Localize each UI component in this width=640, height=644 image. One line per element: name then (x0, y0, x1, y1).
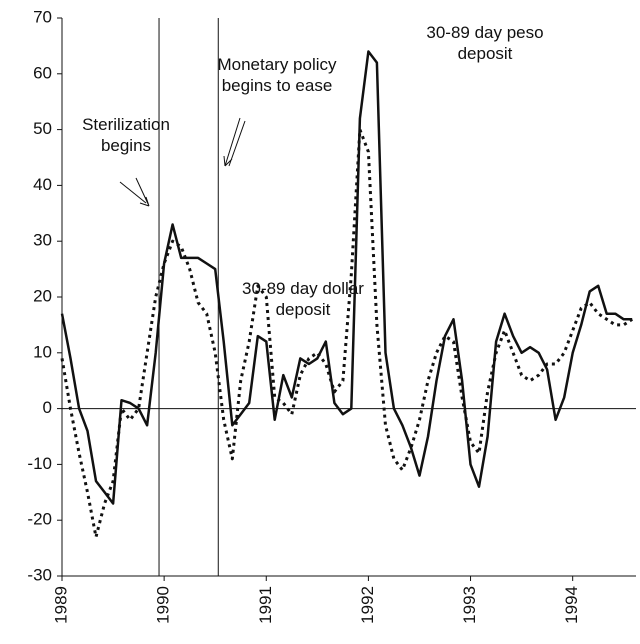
y-tick-label: 0 (43, 398, 52, 417)
x-tick-label: 1989 (51, 586, 70, 624)
y-tick-label: 60 (33, 63, 52, 82)
arrow (223, 117, 246, 167)
x-tick-label: 1994 (562, 586, 581, 624)
y-tick-label: 20 (33, 286, 52, 305)
y-tick-label: 40 (33, 175, 52, 194)
y-tick-label: 70 (33, 7, 52, 26)
y-tick-label: -20 (27, 510, 52, 529)
x-tick-label: 1991 (256, 586, 275, 624)
x-tick-label: 1990 (154, 586, 173, 624)
x-tick-label: 1993 (460, 586, 479, 624)
annotation: Sterilization begins (82, 115, 170, 155)
x-tick-label: 1992 (358, 586, 377, 624)
y-tick-label: 10 (33, 342, 52, 361)
line-series (60, 50, 633, 505)
y-tick-label: 50 (33, 119, 52, 138)
y-tick-label: -30 (27, 565, 52, 584)
series-label: 30-89 day dollar deposit (242, 279, 364, 319)
y-tick-label: 30 (33, 231, 52, 250)
annotation: Monetary policy begins to ease (217, 55, 337, 95)
y-tick-label: -10 (27, 454, 52, 473)
series-label: 30-89 day peso deposit (426, 23, 544, 63)
arrow (119, 177, 150, 207)
line-series (60, 128, 634, 539)
